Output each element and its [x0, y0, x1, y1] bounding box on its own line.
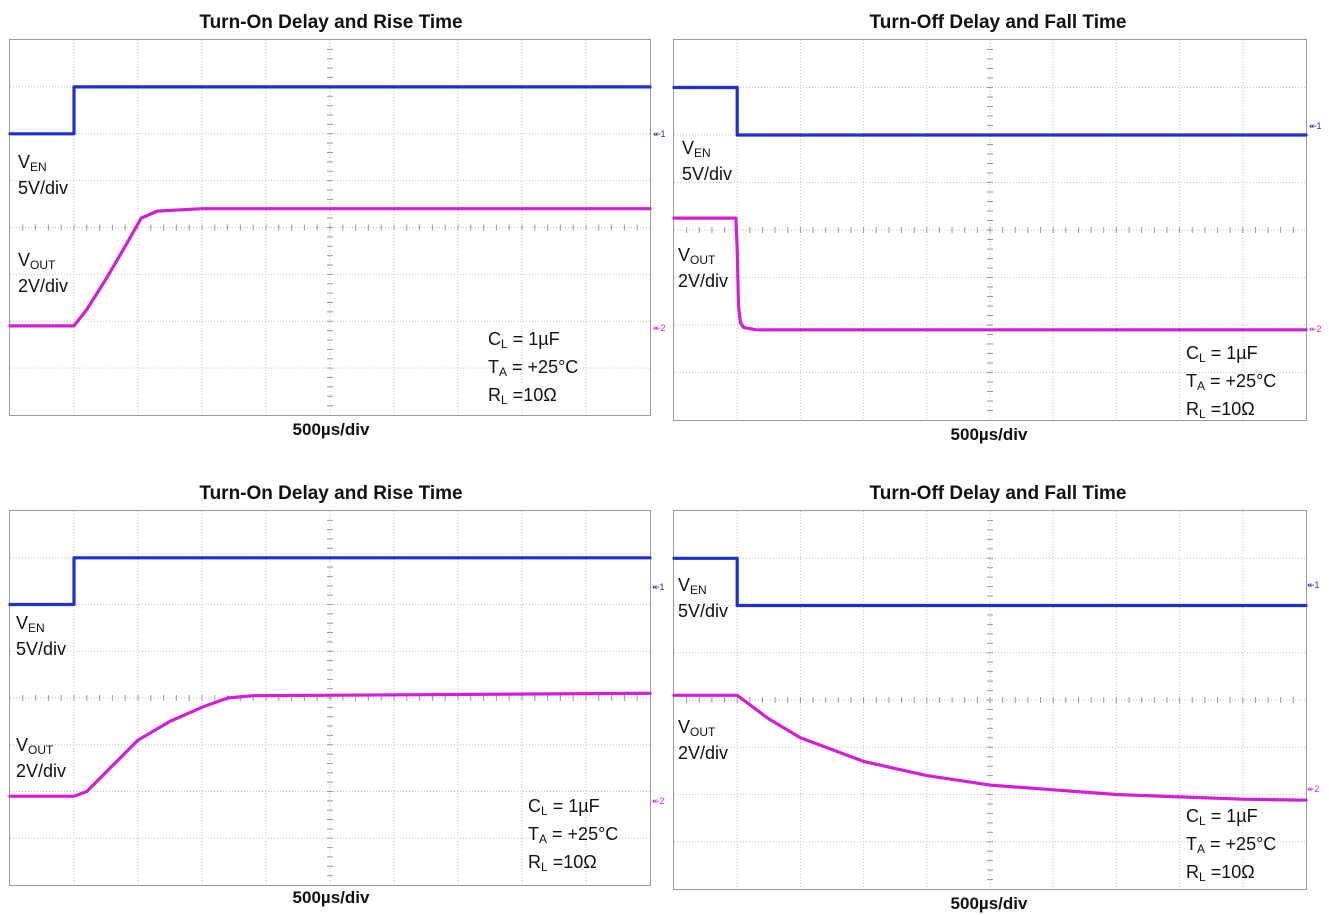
ven-label: VEN 5V/div — [18, 152, 69, 198]
chart-title: Turn-On Delay and Rise Time — [199, 12, 463, 33]
chart-title: Turn-On Delay and Rise Time — [199, 483, 463, 504]
x-axis-label: 500µs/div — [292, 888, 370, 907]
x-axis-label: 500µs/div — [950, 894, 1028, 913]
series-ven-trace — [8, 85, 652, 136]
scope-panel-turn-off-1: Turn-Off Delay and Fall Time VEN 5V/div V… — [672, 12, 1323, 446]
series-ven-trace — [672, 85, 1308, 137]
scope-screen: VEN 5V/div VOUT 2V/div CL = 1µF TA = +25°C… — [672, 510, 1308, 890]
x-axis-label: 500µs/div — [950, 425, 1028, 444]
vout-label: VOUT 2V/div — [16, 735, 67, 781]
vout-label: VOUT 2V/div — [18, 250, 69, 296]
scope-screen: VEN 5V/div VOUT 2V/div CL = 1µF TA = +25°C… — [8, 510, 652, 886]
ven-label: VEN 5V/div — [678, 575, 729, 621]
ch2-marker: ↞2 — [653, 323, 666, 333]
chart-title: Turn-Off Delay and Fall Time — [869, 483, 1127, 504]
conditions-text: CL = 1µF TA = +25°C RL =10Ω — [528, 796, 619, 874]
ch1-marker: ↞1 — [653, 129, 666, 139]
waveform-plot — [8, 511, 652, 885]
ch2-marker: ↞2 — [1309, 324, 1322, 334]
ch2-marker: ↞2 — [1307, 784, 1320, 794]
chart-title: Turn-Off Delay and Fall Time — [869, 12, 1127, 33]
vout-label: VOUT 2V/div — [678, 717, 729, 763]
scope-panel-turn-off-2: Turn-Off Delay and Fall Time VEN 5V/div V… — [672, 483, 1323, 913]
series-vout-trace — [672, 216, 1308, 332]
ch2-marker: ↞2 — [652, 796, 665, 806]
waveform-plot — [672, 511, 1308, 889]
scope-screen: VEN 5V/div VOUT 2V/div CL = 1µF TA = +25°C… — [672, 39, 1308, 421]
ch1-marker: ↞1 — [1307, 580, 1320, 590]
ch1-marker: ↞1 — [1309, 121, 1322, 131]
waveform-plot — [8, 40, 652, 415]
conditions-text: CL = 1µF TA = +25°C RL =10Ω — [1186, 806, 1277, 884]
ven-label: VEN 5V/div — [682, 138, 733, 184]
ch1-marker: ↞1 — [652, 582, 665, 592]
vout-label: VOUT 2V/div — [678, 245, 729, 291]
waveform-plot — [672, 40, 1308, 420]
series-vout-trace — [8, 691, 652, 798]
series-vout-trace — [8, 207, 652, 328]
series-ven-trace — [8, 556, 652, 607]
series-ven-trace — [672, 556, 1308, 608]
x-axis-label: 500µs/div — [292, 420, 370, 439]
ven-label: VEN 5V/div — [16, 613, 67, 659]
scope-panel-turn-on-1: Turn-On Delay and Rise Time VEN 5V/div VO… — [8, 12, 666, 442]
scope-screen: VEN 5V/div VOUT 2V/div CL = 1µF TA = +25°C… — [8, 39, 652, 416]
conditions-text: CL = 1µF TA = +25°C RL =10Ω — [1186, 343, 1277, 421]
series-vout-trace — [672, 693, 1308, 802]
conditions-text: CL = 1µF TA = +25°C RL =10Ω — [488, 329, 579, 407]
scope-panel-turn-on-2: Turn-On Delay and Rise Time VEN 5V/div VO… — [8, 483, 665, 911]
